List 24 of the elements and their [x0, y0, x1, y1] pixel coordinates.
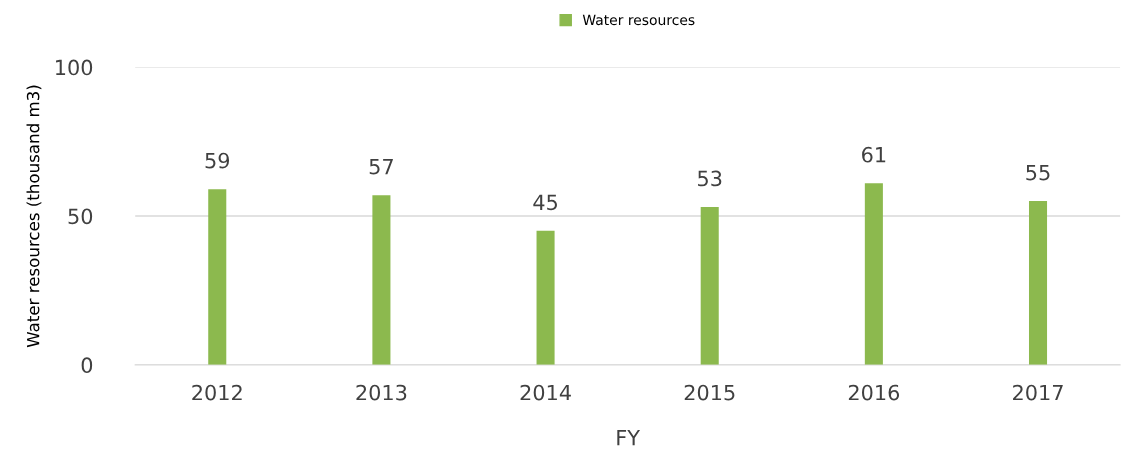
- data-label: 57: [369, 158, 393, 175]
- x-axis-title: FY: [617, 430, 641, 446]
- x-tick-label: 2017: [1013, 384, 1063, 401]
- y-tick-label: 0: [81, 357, 93, 374]
- bar: [700, 207, 719, 365]
- data-label: 53: [698, 170, 722, 187]
- x-tick-label: 2015: [684, 384, 735, 401]
- x-tick-label: 2014: [520, 384, 571, 401]
- data-label: 55: [1026, 164, 1050, 181]
- legend-label: Water resources: [582, 14, 695, 26]
- bar: [208, 189, 227, 365]
- x-tick-label: 2012: [192, 384, 242, 401]
- data-label: 61: [862, 146, 886, 163]
- x-tick-label: 2016: [848, 384, 900, 401]
- bar: [864, 183, 883, 365]
- bar: [372, 195, 391, 365]
- x-tick-label: 2013: [356, 384, 407, 401]
- y-tick-label: 50: [68, 208, 93, 225]
- bar: [536, 230, 555, 365]
- y-tick-label: 100: [56, 59, 93, 76]
- y-axis-title: Water resources (thousand m3): [26, 85, 42, 348]
- bar: [1028, 201, 1048, 365]
- data-label: 45: [533, 194, 557, 211]
- data-label: 59: [205, 152, 230, 169]
